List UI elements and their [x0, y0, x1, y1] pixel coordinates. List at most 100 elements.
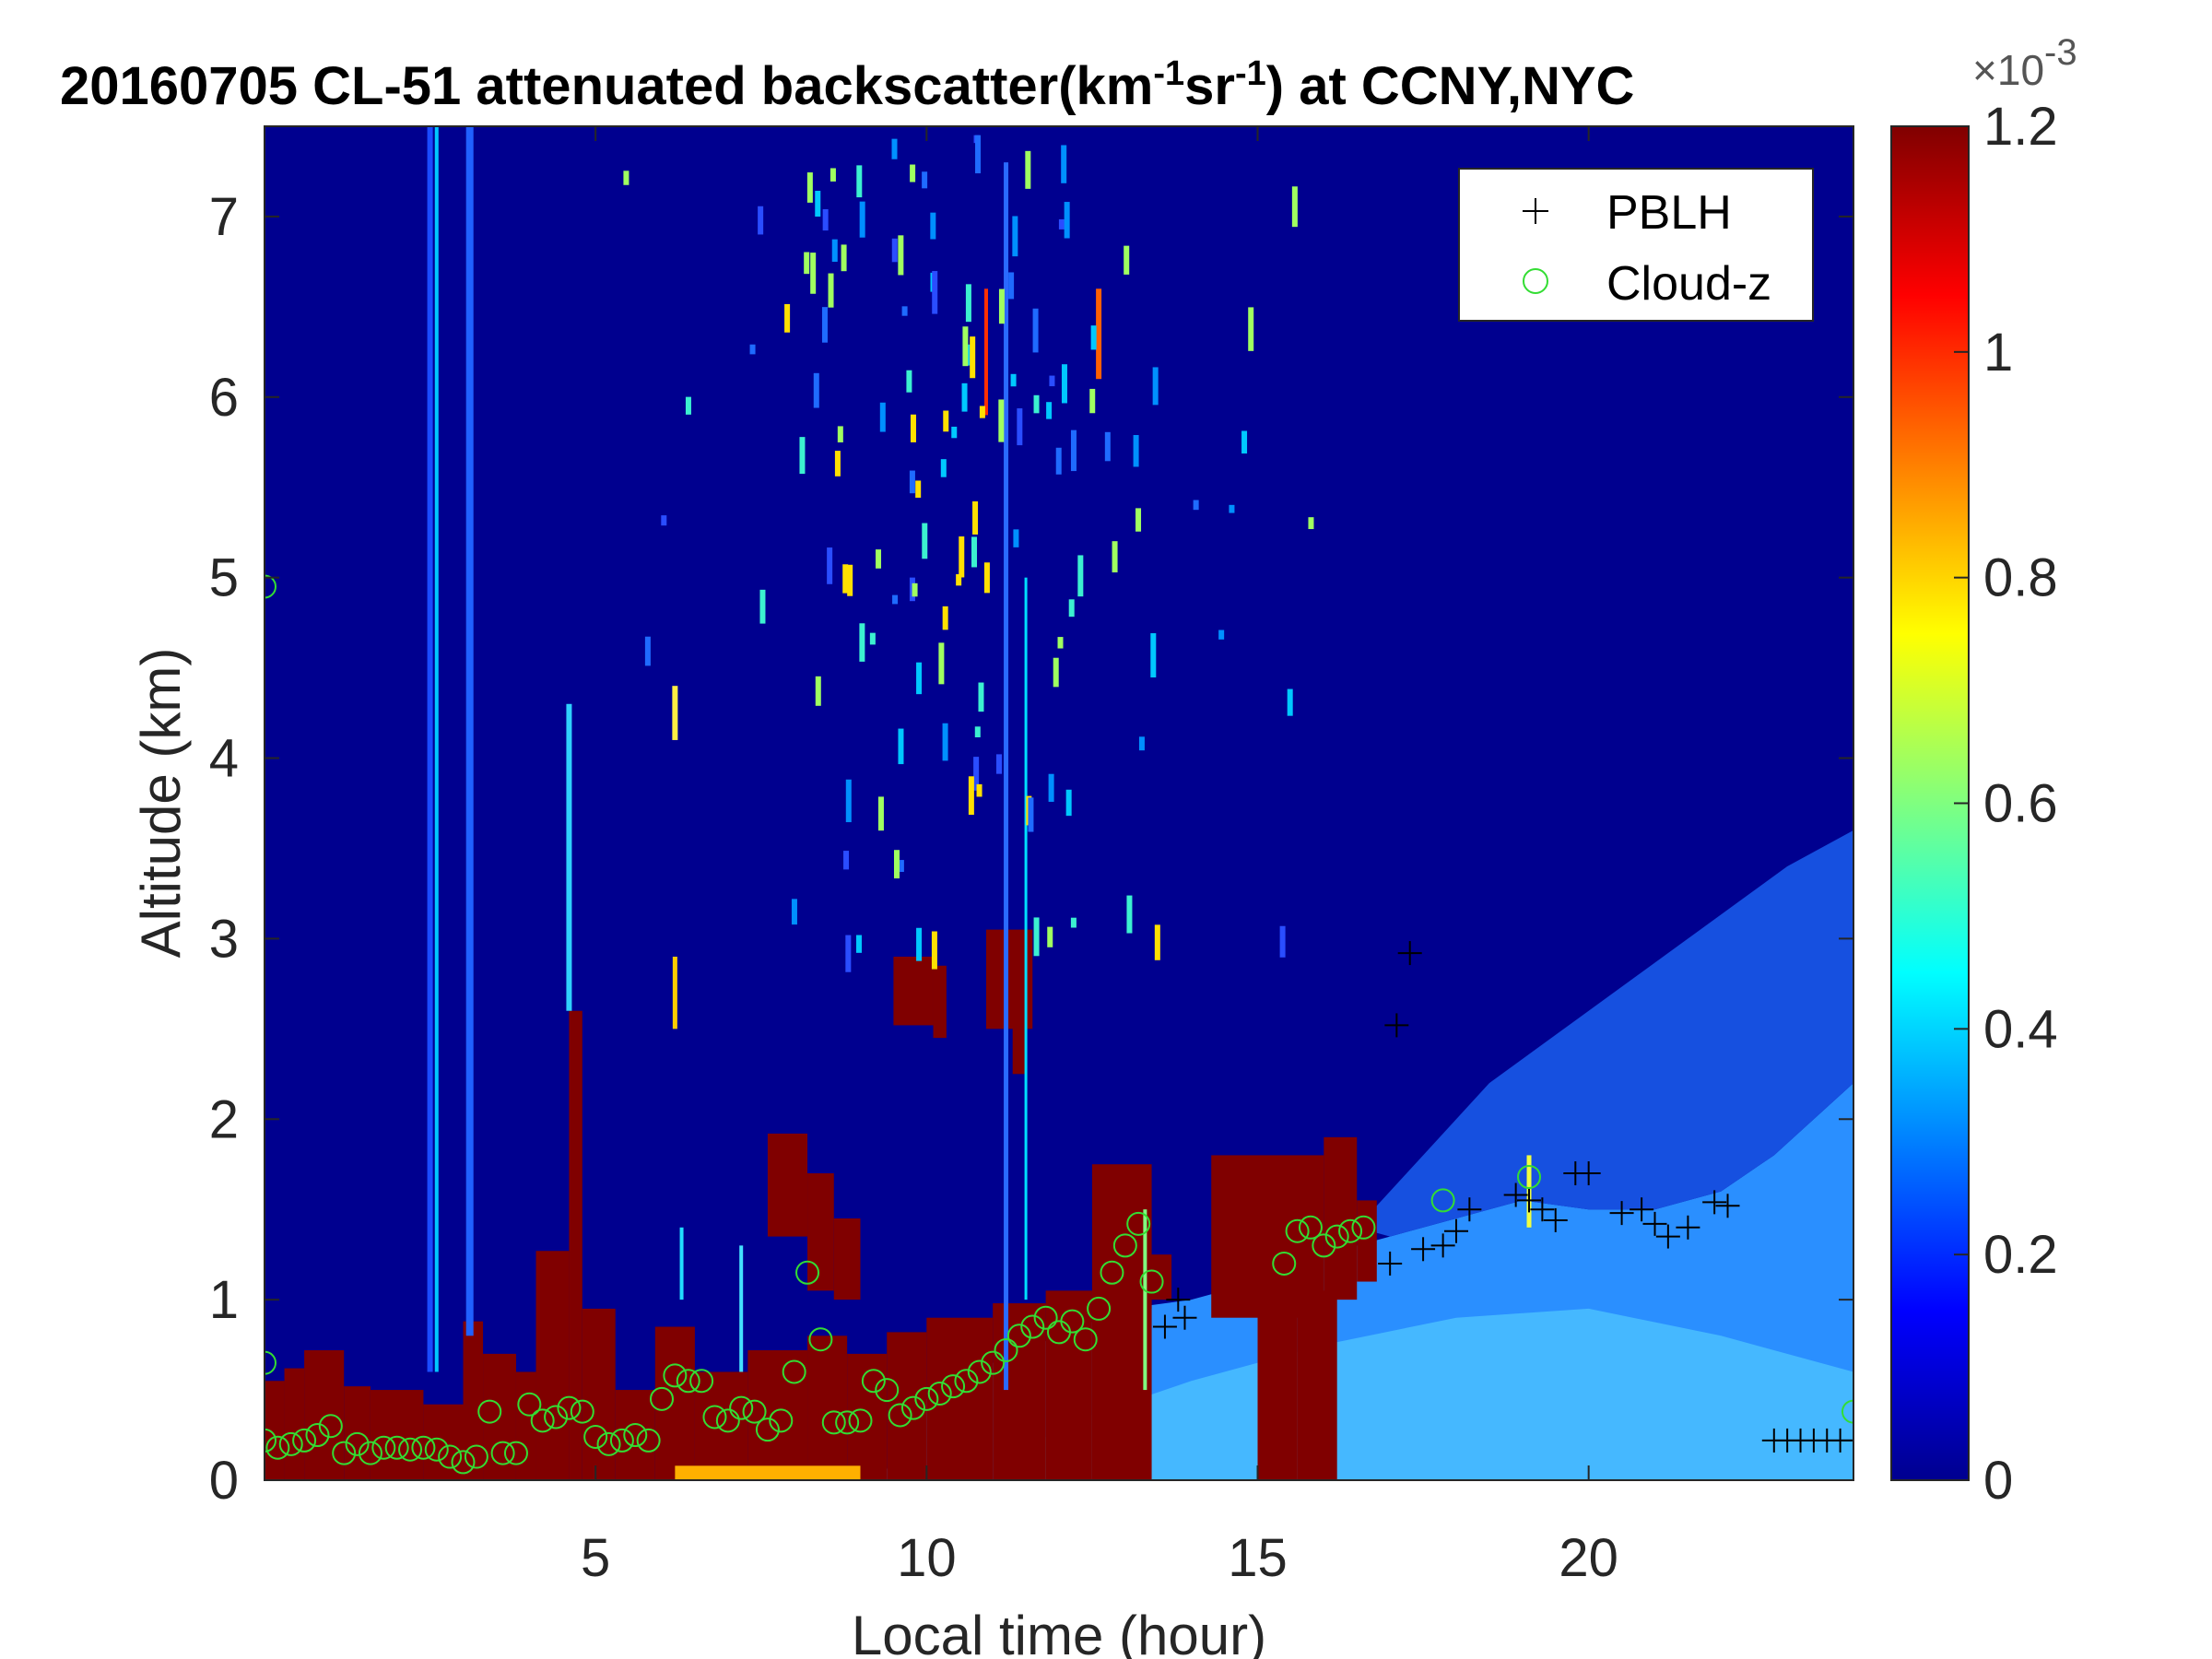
cloud-z-marker — [676, 1369, 700, 1394]
cloud-speckle — [661, 515, 667, 526]
cloud-speckle — [1068, 599, 1075, 618]
elevated-cloud-cell — [933, 965, 947, 1039]
cloud-z-marker — [358, 1441, 382, 1465]
x-axis-label: Local time (hour) — [852, 1605, 1266, 1659]
cloud-z-marker — [954, 1369, 979, 1394]
cloud-speckle — [970, 336, 976, 379]
cloud-speckle — [1133, 435, 1139, 467]
cloud-speckle — [843, 851, 850, 870]
cloud-speckle — [968, 776, 974, 816]
cloud-z-marker — [1139, 1269, 1164, 1294]
cloud-z-marker — [861, 1369, 886, 1394]
x-tick-label: 20 — [1559, 1528, 1618, 1588]
signal-streak — [427, 126, 433, 1372]
cloud-speckle — [915, 480, 922, 499]
cloud-speckle — [910, 164, 916, 182]
cloud-cell — [807, 1335, 848, 1480]
pblh-marker — [1397, 941, 1422, 966]
cloud-speckle — [912, 582, 918, 597]
cloud-speckle — [940, 459, 947, 477]
legend-marker-cloud-z — [1523, 268, 1548, 294]
cloud-speckle — [841, 244, 847, 272]
cloud-z-marker — [994, 1337, 1018, 1362]
cloud-speckle — [942, 606, 948, 630]
pblh-marker — [1530, 1197, 1555, 1222]
cloud-speckle — [961, 382, 968, 412]
cloud-speckle — [810, 253, 817, 294]
cloud-speckle — [974, 726, 981, 737]
colorbar-tick-label: 0 — [1983, 1451, 2013, 1511]
cloud-speckle — [813, 372, 819, 408]
cloud-speckle — [845, 935, 852, 972]
pblh-marker — [1642, 1211, 1667, 1236]
cloud-speckle — [909, 470, 915, 494]
cloud-z-marker — [689, 1369, 714, 1394]
cloud-z-marker — [1033, 1305, 1058, 1330]
cloud-z-marker — [914, 1386, 939, 1411]
cloud-z-marker — [1020, 1314, 1045, 1339]
residual-layer-field — [1357, 830, 1853, 1237]
cloud-speckle — [859, 623, 865, 662]
cloud-speckle — [938, 642, 945, 685]
elevated-cloud-cell — [833, 1218, 861, 1300]
mixed-layer-core — [993, 1308, 1853, 1480]
cloud-z-marker — [1073, 1327, 1098, 1352]
cloud-z-marker — [650, 1386, 674, 1411]
cloud-speckle — [893, 850, 900, 879]
cloud-speckle — [956, 574, 962, 586]
legend-marker-pblh — [1523, 198, 1548, 224]
cloud-speckle — [1104, 431, 1111, 462]
elevated-cloud-cell — [767, 1133, 808, 1237]
cloud-speckle — [983, 562, 990, 594]
cloud-speckle — [799, 437, 806, 475]
cloud-cell — [304, 1349, 345, 1480]
x-tick-label: 5 — [581, 1528, 610, 1588]
cloud-cell — [535, 1251, 570, 1480]
cloud-z-marker — [1517, 1164, 1542, 1189]
cloud-z-marker — [503, 1441, 528, 1465]
cloud-speckle — [828, 273, 834, 308]
cloud-speckle — [1064, 202, 1070, 239]
cloud-speckle — [876, 549, 882, 569]
cloud-z-marker — [411, 1435, 436, 1460]
cloud-speckle — [906, 370, 912, 393]
cloud-speckle — [1008, 272, 1015, 300]
elevated-cloud-cell — [893, 956, 934, 1026]
markers-layer — [265, 574, 1853, 1475]
cloud-z-marker — [1841, 1399, 1853, 1424]
cloud-speckle — [685, 396, 691, 415]
signal-streak — [672, 956, 677, 1030]
cloud-speckle — [898, 728, 904, 765]
cloud-speckle — [1089, 388, 1096, 414]
cloud-z-marker — [795, 1260, 820, 1285]
cloud-speckle — [804, 252, 810, 275]
cloud-speckle — [869, 632, 876, 645]
cloud-speckle — [916, 927, 923, 961]
legend: PBLH Cloud-z — [1458, 168, 1814, 322]
cloud-speckle — [922, 171, 928, 189]
cloud-z-marker — [623, 1423, 648, 1448]
cloud-z-marker — [464, 1444, 488, 1469]
cloud-speckle — [1124, 245, 1130, 275]
cloud-z-marker — [451, 1450, 476, 1475]
cloud-speckle — [1248, 307, 1254, 351]
cloud-z-marker — [517, 1392, 542, 1417]
y-tick-label: 6 — [209, 368, 239, 428]
signal-streak — [739, 1245, 744, 1372]
cloud-z-marker — [384, 1435, 409, 1460]
surface-signal — [675, 1465, 861, 1480]
cloud-cell — [569, 1010, 582, 1480]
cloud-speckle — [759, 589, 766, 624]
signal-streak — [1024, 577, 1028, 1300]
cloud-speckle — [910, 414, 916, 442]
cloud-z-marker — [557, 1395, 582, 1420]
pblh-marker — [1676, 1215, 1700, 1240]
cloud-cell — [847, 1353, 888, 1480]
cloud-speckle — [998, 399, 1005, 442]
y-tick-label: 7 — [209, 187, 239, 247]
cloud-cell — [423, 1404, 464, 1480]
legend-label-pblh: PBLH — [1606, 186, 1732, 240]
signal-streak — [672, 686, 678, 740]
y-tick-label: 2 — [209, 1089, 239, 1149]
cloud-speckle — [1057, 637, 1064, 649]
